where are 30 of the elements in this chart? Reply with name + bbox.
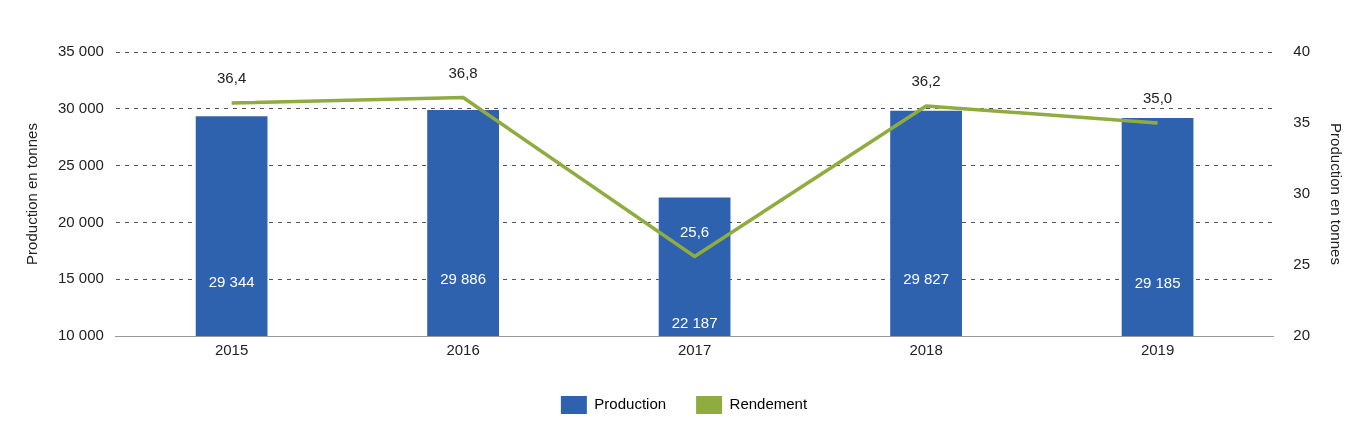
x-tick-label: 2018 [909,341,943,359]
x-tick-label: 2019 [1140,341,1175,359]
legend-label: Rendement [729,395,808,413]
x-tick-label: 2016 [446,341,480,359]
y-tick-label: 30 000 [57,98,104,116]
y-tick-label: 35 000 [57,42,104,60]
x-tick-label: 2015 [214,341,249,359]
data-label: 22 187 [671,313,718,331]
data-label: 29 886 [440,269,487,287]
y2-tick-label: 20 [1293,326,1310,344]
y-tick-label: 10 000 [57,326,104,344]
y2-tick-label: 30 [1293,184,1310,202]
data-label: 29 185 [1134,273,1181,291]
data-label: 29 827 [903,270,950,288]
data-label: 36,2 [911,72,941,90]
y2-axis-title: Production en tonnes [1327,123,1345,265]
data-label: 25,6 [680,222,710,240]
y-axis-title: Production en tonnes [23,123,41,265]
y-tick-label: 25 000 [57,155,104,173]
data-label: 36,8 [448,63,478,81]
legend-label: Production [594,395,667,413]
x-tick-label: 2017 [677,341,712,359]
y-tick-label: 15 000 [57,269,104,287]
data-label: 35,0 [1142,89,1173,107]
y2-tick-label: 35 [1293,113,1310,131]
data-label: 29 344 [208,273,255,291]
y2-tick-label: 25 [1293,255,1310,273]
data-label: 36,4 [217,69,247,87]
y-tick-label: 20 000 [57,212,104,230]
y2-tick-label: 40 [1293,42,1310,60]
